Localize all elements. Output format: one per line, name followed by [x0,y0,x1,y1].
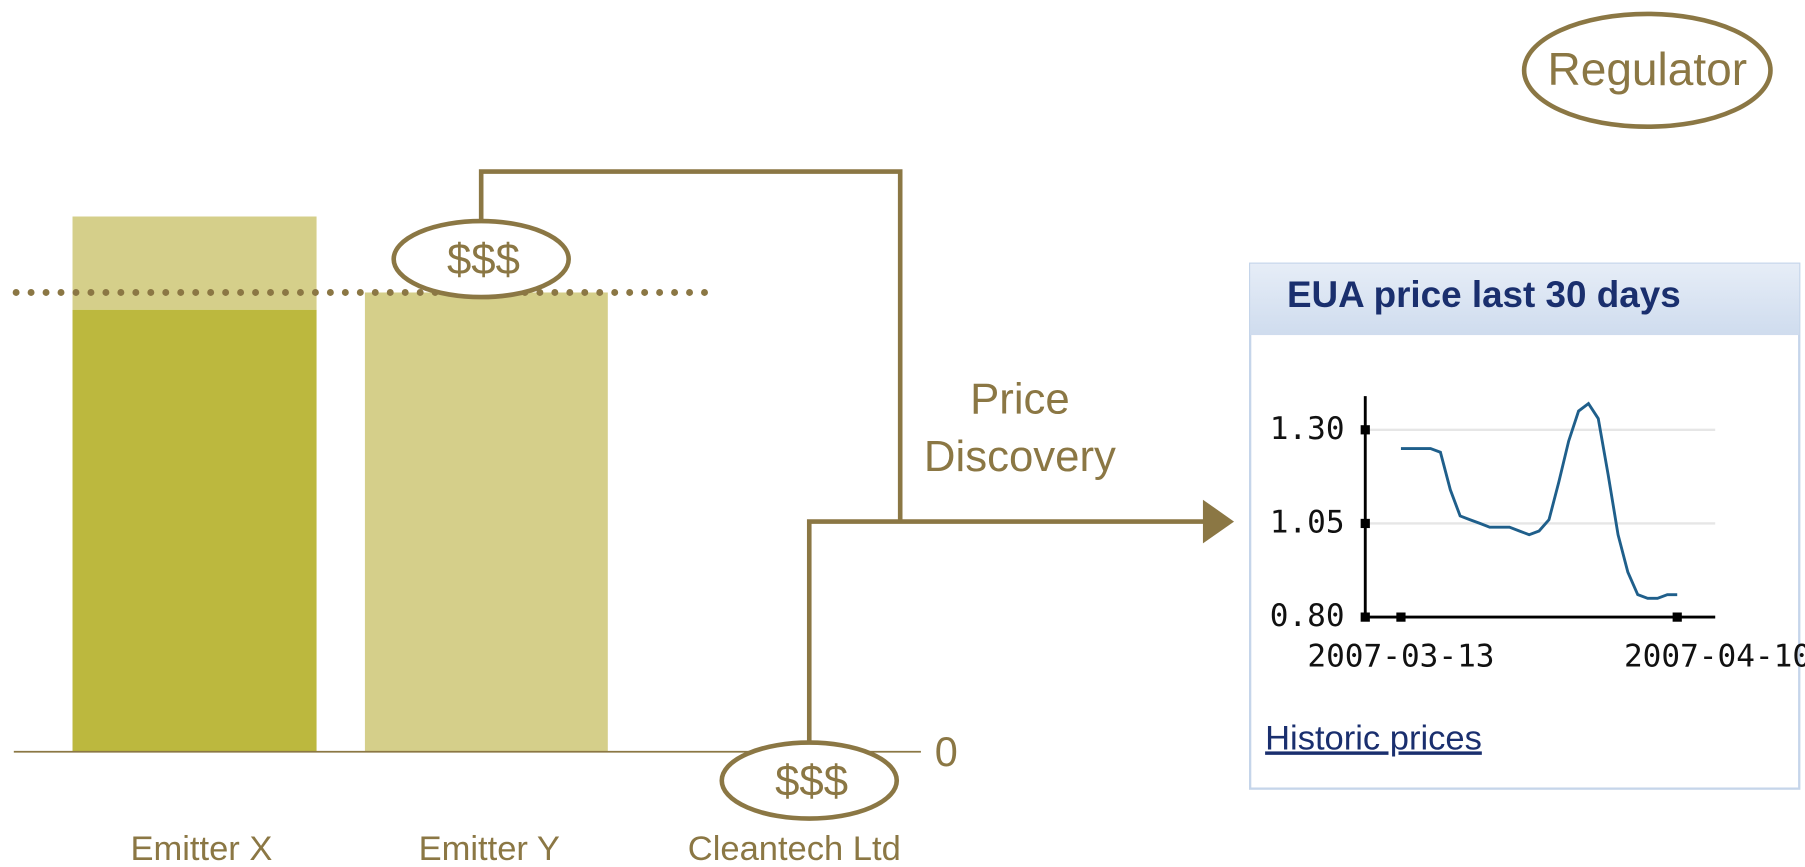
payment-node [719,740,900,821]
regulator-node [1521,11,1773,130]
flow-label: Price [970,374,1070,423]
emitter-y-bar [364,292,608,752]
price-line [1400,401,1678,600]
arrowhead [1202,499,1235,544]
emitter-label: Emitter Y [419,830,560,867]
emitter-label: Emitter X [130,830,272,867]
emitter-label: Cleantech Ltd [688,830,901,867]
x-tick [1396,612,1406,622]
payment-label: $$$ [447,235,520,284]
x-tick-label: 2007-03-13 [1307,638,1494,674]
payment-label: $$$ [775,757,848,806]
y-tick-label: 0.80 [1270,598,1345,634]
price-widget [1248,262,1801,790]
x-tick [1672,612,1682,622]
connector [478,169,903,522]
flow-label: Discovery [924,432,1116,481]
x-tick-label: 2007-04-10 [1624,638,1805,674]
historic-link[interactable]: Historic prices [1265,719,1482,757]
y-tick-label: 1.30 [1270,411,1345,447]
widget-title: EUA price last 30 days [1287,274,1681,315]
widget-header [1250,263,1800,336]
y-tick-label: 1.05 [1270,504,1345,540]
connector [806,519,1205,743]
regulator-label: Regulator [1547,43,1747,95]
emitter-x-excess [72,216,317,310]
emitter-x-bar [72,309,317,752]
zero-label: 0 [935,728,958,775]
payment-node [391,218,571,300]
